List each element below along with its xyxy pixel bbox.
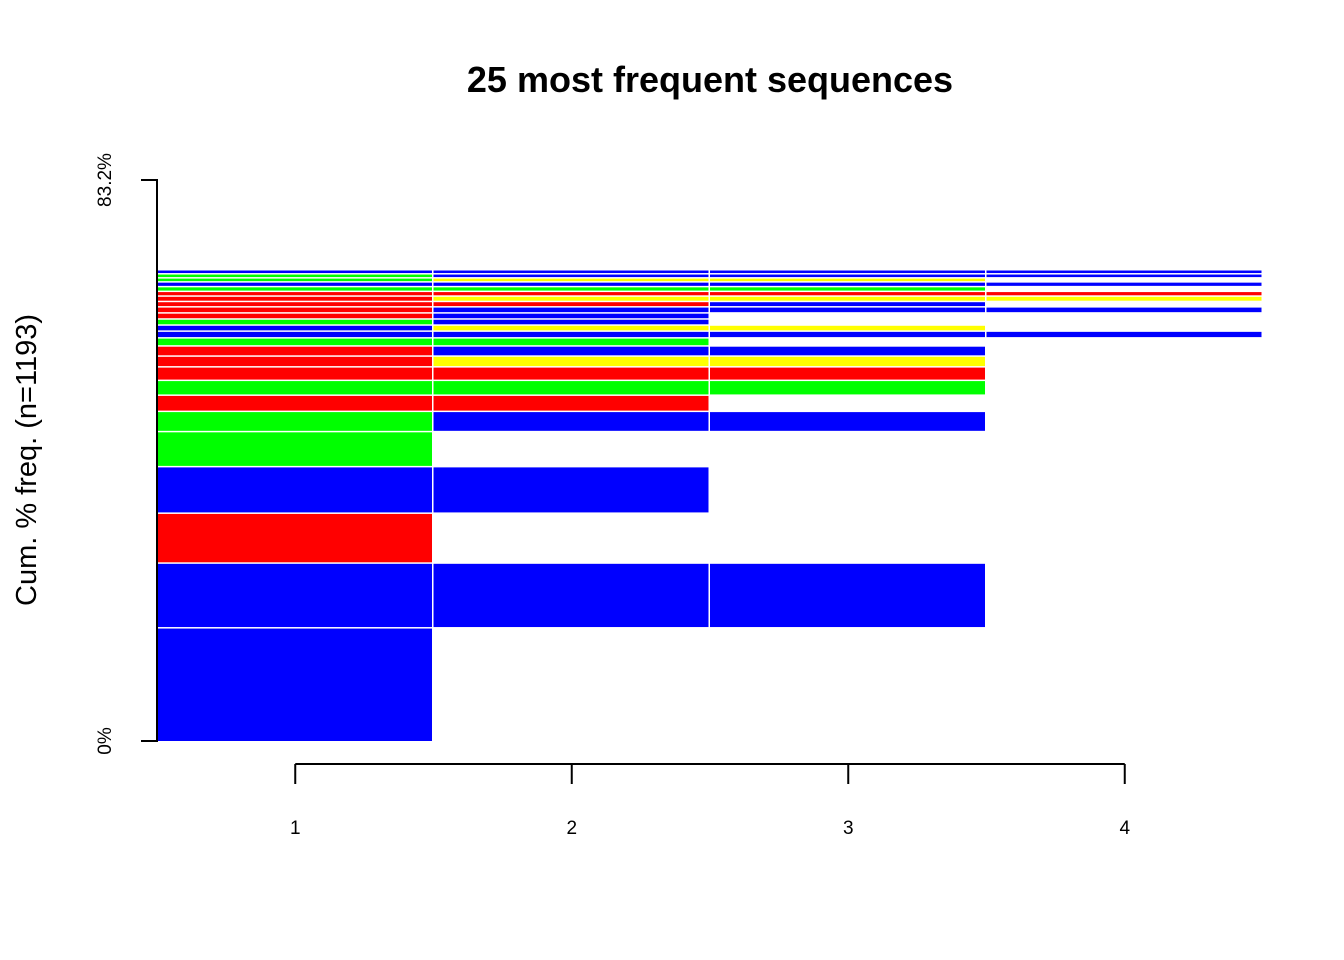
y-axis-line (141, 179, 158, 742)
x-tick-label: 4 (1119, 818, 1130, 839)
seq-22-cell-4 (986, 282, 1262, 286)
seq-21-cell-2 (433, 287, 709, 291)
seq-13-cell-4 (986, 331, 1262, 338)
seq-10-cell-1 (157, 356, 432, 367)
seq-9-cell-3 (710, 367, 985, 380)
sequence-bars (157, 270, 1262, 741)
seq-12-cell-2 (433, 338, 709, 346)
seq-17-cell-2 (433, 307, 709, 313)
seq-17-cell-3 (710, 307, 985, 313)
seq-19-cell-2 (433, 296, 709, 301)
seq-25-cell-3 (710, 270, 985, 274)
seq-17-cell-4 (986, 307, 1262, 313)
seq-9-cell-1 (157, 367, 432, 380)
seq-18-cell-2 (433, 302, 709, 307)
axes: 0% 83.2% 1 2 3 4 (95, 153, 1130, 839)
seq-16-cell-2 (433, 313, 709, 319)
seq-23-cell-2 (433, 278, 709, 282)
seq-21-cell-3 (710, 287, 985, 291)
seq-12-cell-1 (157, 338, 432, 346)
seq-20-cell-2 (433, 292, 709, 296)
seq-24-cell-2 (433, 274, 709, 278)
y-tick-label: 0% (95, 727, 116, 755)
seq-5-cell-1 (157, 432, 432, 466)
seq-16-cell-1 (157, 313, 432, 319)
seq-8-cell-3 (710, 381, 985, 395)
seq-22-cell-2 (433, 282, 709, 286)
seq-9-cell-2 (433, 367, 709, 380)
seq-22-cell-3 (710, 282, 985, 286)
seq-25-cell-4 (986, 270, 1262, 274)
seq-24-cell-1 (157, 274, 432, 278)
seq-18-cell-1 (157, 302, 432, 307)
y-tick-label: 83.2% (95, 153, 116, 207)
seq-25-cell-2 (433, 270, 709, 274)
seq-14-cell-2 (433, 325, 709, 331)
seq-3-cell-1 (157, 513, 432, 563)
seq-8-cell-1 (157, 381, 432, 395)
seq-7-cell-1 (157, 395, 432, 411)
seq-18-cell-3 (710, 302, 985, 307)
seq-24-cell-4 (986, 274, 1262, 278)
seq-19-cell-1 (157, 296, 432, 301)
seq-2-cell-2 (433, 563, 709, 628)
seq-25-cell-1 (157, 270, 432, 274)
y-axis-label: Cum. % freq. (n=1193) (11, 314, 43, 606)
seq-14-cell-1 (157, 325, 432, 331)
seq-23-cell-1 (157, 278, 432, 282)
seq-13-cell-2 (433, 331, 709, 338)
seq-15-cell-2 (433, 319, 709, 325)
seq-6-cell-2 (433, 412, 709, 431)
seq-11-cell-2 (433, 346, 709, 356)
seq-20-cell-3 (710, 292, 985, 296)
seq-11-cell-3 (710, 346, 985, 356)
seq-1-cell-1 (157, 628, 432, 741)
seq-6-cell-3 (710, 412, 985, 431)
seq-2-cell-3 (710, 563, 985, 628)
seq-4-cell-2 (433, 467, 709, 513)
seq-6-cell-1 (157, 412, 432, 431)
x-tick-label: 2 (566, 818, 577, 839)
seq-15-cell-1 (157, 319, 432, 325)
seq-11-cell-1 (157, 346, 432, 356)
seq-10-cell-3 (710, 356, 985, 367)
seq-13-cell-3 (710, 331, 985, 338)
seq-23-cell-3 (710, 278, 985, 282)
seq-7-cell-2 (433, 395, 709, 411)
seq-8-cell-2 (433, 381, 709, 395)
seq-19-cell-4 (986, 296, 1262, 301)
chart-title: 25 most frequent sequences (467, 59, 953, 100)
seq-10-cell-2 (433, 356, 709, 367)
seq-19-cell-3 (710, 296, 985, 301)
seq-22-cell-1 (157, 282, 432, 286)
seq-20-cell-4 (986, 292, 1262, 296)
seq-17-cell-1 (157, 307, 432, 313)
x-tick-label: 1 (290, 818, 301, 839)
seq-24-cell-3 (710, 274, 985, 278)
seq-20-cell-1 (157, 292, 432, 296)
seq-4-cell-1 (157, 467, 432, 513)
seq-21-cell-1 (157, 287, 432, 291)
seq-13-cell-1 (157, 331, 432, 338)
seq-14-cell-3 (710, 325, 985, 331)
seq-2-cell-1 (157, 563, 432, 628)
x-tick-label: 3 (843, 818, 854, 839)
